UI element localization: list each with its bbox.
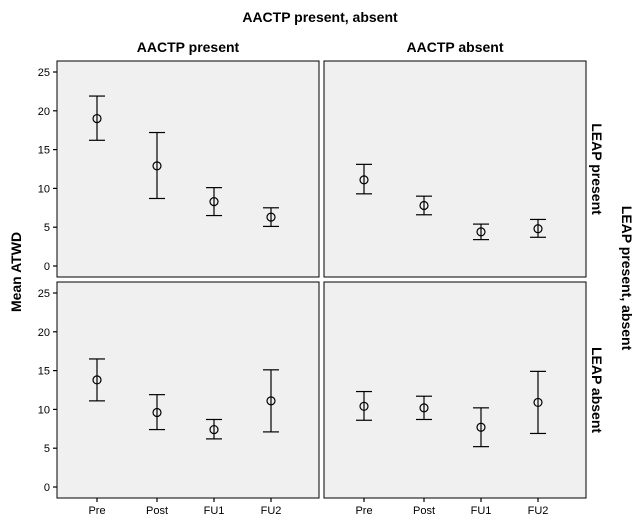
mean-point [209,196,219,207]
y-axis-title: Mean ATWD [8,232,24,312]
x-tick-label: Pre [355,505,372,517]
mean-point [266,212,276,222]
mean-point [152,407,162,418]
x-tick-label: Post [146,505,168,517]
x-tick-label: Pre [88,505,105,517]
mean-point [533,224,543,234]
y-tick-label: 5 [44,222,50,234]
y-tick-label: 5 [44,443,50,455]
panel-background [56,281,320,499]
panels-layer: AACTP present AACTP absent LEAP present LEA… [38,39,605,517]
mean-point [209,424,219,435]
panel-background [323,60,587,278]
y-tick-label: 20 [38,106,50,118]
mean-point [92,375,102,385]
mean-point [92,113,102,124]
y-tick-label: 15 [38,366,50,378]
y-tick-label: 10 [38,183,50,195]
facet-panel [323,60,587,278]
panel-background [56,60,320,278]
row-header: LEAP absent [589,347,605,433]
y-tick-label: 0 [44,482,50,494]
mean-point [266,396,276,406]
x-tick-label: FU1 [471,505,492,517]
facet-panel: 0 5 10 15 20 25 [38,60,320,278]
y-tick-label: 15 [38,145,50,157]
x-tick-label: Post [413,505,435,517]
mean-point [152,161,162,171]
mean-point [476,422,486,432]
y-tick-label: 10 [38,404,50,416]
mean-point [359,175,369,185]
mean-point [533,397,543,408]
y-tick-label: 20 [38,327,50,339]
y-tick-label: 25 [38,288,50,300]
y-tick-label: 25 [38,67,50,79]
y-tick-label: 0 [44,261,50,273]
mean-point [359,401,369,411]
panel-background [323,281,587,499]
row-header: LEAP present [589,123,605,215]
facet-panel: Pre Post FU1 FU2 [323,281,587,517]
mean-point [419,200,429,211]
row-axis-title: LEAP present, absent [619,206,635,351]
x-tick-label: FU1 [204,505,225,517]
column-header: AACTP present [137,39,240,55]
chart-title: AACTP present, absent [242,9,398,25]
mean-point [419,403,429,413]
mean-point [476,227,486,237]
x-tick-label: FU2 [528,505,549,517]
column-header: AACTP absent [407,39,504,55]
x-tick-label: FU2 [261,505,282,517]
facet-panel: 0 5 10 15 20 25 Pre Post FU1 FU2 [38,281,320,517]
